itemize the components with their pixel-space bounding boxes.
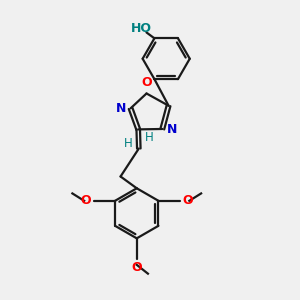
Text: H: H xyxy=(124,137,132,150)
Text: O: O xyxy=(141,76,152,89)
Text: N: N xyxy=(167,123,177,136)
Text: HO: HO xyxy=(131,22,152,35)
Text: O: O xyxy=(80,194,91,207)
Text: N: N xyxy=(116,102,127,116)
Text: O: O xyxy=(131,261,142,274)
Text: H: H xyxy=(145,131,154,144)
Text: O: O xyxy=(183,194,193,207)
